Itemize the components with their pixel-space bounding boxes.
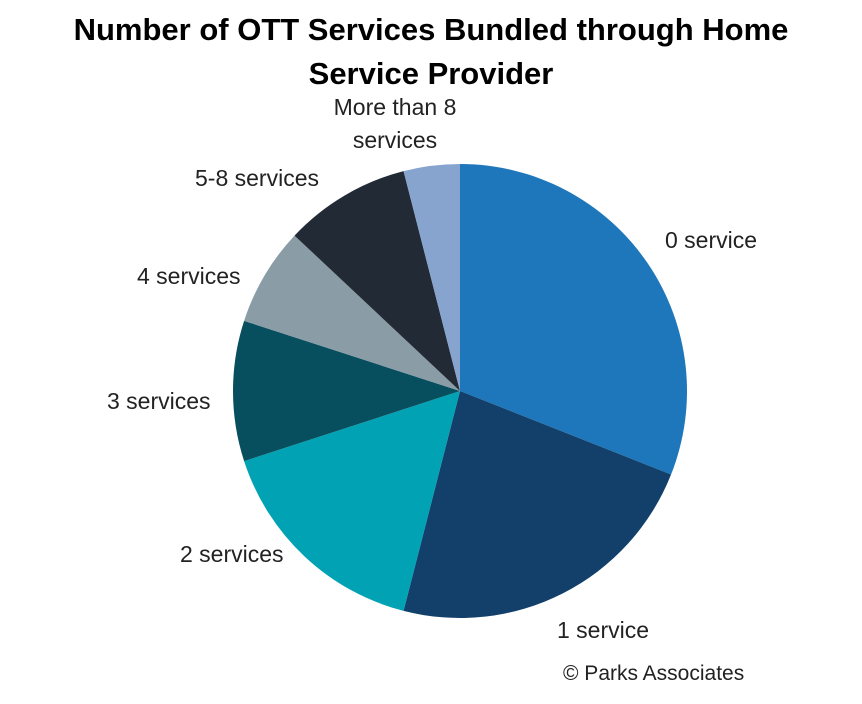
slice-label-5-8-services: 5-8 services (195, 165, 319, 191)
chart-title-line-1: Number of OTT Services Bundled through H… (73, 12, 789, 47)
pie-slice-0-service (460, 164, 687, 475)
pie-slice-2-services (244, 391, 460, 611)
pie-slice-4-services (244, 235, 460, 391)
pie-slice-3-services (232, 320, 460, 462)
pie-slice-1-service (403, 391, 672, 619)
slice-label-0-service: 0 service (665, 227, 757, 253)
copyright-notice: © Parks Associates (563, 662, 745, 685)
slice-label-4-services: 4 services (137, 263, 241, 289)
slice-label-3-services: 3 services (107, 388, 211, 414)
chart-title-line-2: Service Provider (308, 56, 554, 91)
slice-label-2-services: 2 services (180, 541, 284, 567)
chart-title: Number of OTT Services Bundled through H… (0, 8, 862, 96)
slice-label-more-than-8-services: More than 8 services (334, 94, 457, 153)
pie-slice-more-than-8-services (403, 164, 460, 391)
slice-label-1-service: 1 service (557, 617, 649, 643)
pie-slice-5-8-services (294, 171, 460, 391)
